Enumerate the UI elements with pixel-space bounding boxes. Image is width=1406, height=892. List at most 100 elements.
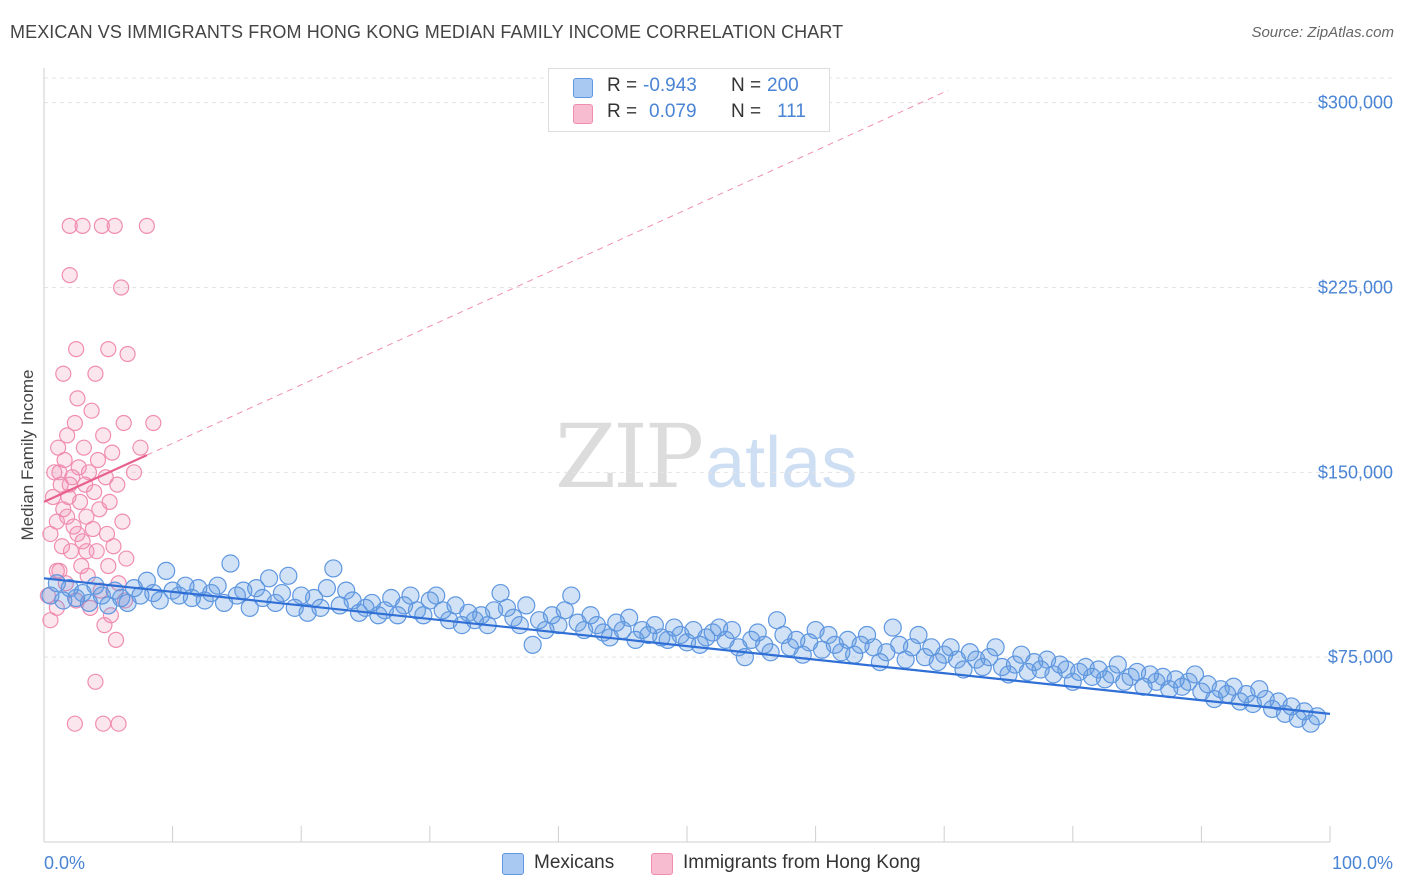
hongkong-point	[59, 427, 76, 444]
hongkong-point	[83, 402, 100, 419]
mexican-point	[761, 643, 780, 662]
mexican-point	[279, 566, 298, 585]
hongkong-point	[53, 538, 71, 555]
y-tick-label: $75,000	[1328, 647, 1393, 667]
hongkong-point	[84, 520, 101, 538]
hongkong-point	[95, 427, 112, 444]
legend-swatch-hongkong	[573, 104, 593, 124]
hongkong-point	[119, 345, 136, 363]
mexican-point	[150, 591, 169, 610]
hongkong-point	[145, 414, 162, 432]
hongkong-point	[86, 483, 103, 501]
hongkong-point	[100, 340, 117, 358]
mexican-point	[1108, 655, 1127, 674]
mexican-point	[928, 652, 947, 672]
series-swatch-mexicans	[502, 853, 524, 875]
hongkong-point	[132, 439, 149, 456]
series-swatch-hongkong	[651, 853, 673, 875]
hongkong-point	[125, 464, 143, 481]
mexican-point	[317, 579, 337, 598]
mexican-point	[665, 618, 684, 637]
correlation-legend: R = -0.943 N = 200 R = 0.079 N = 111	[548, 68, 830, 132]
mexican-point	[960, 643, 980, 662]
legend-r-value: -0.943	[643, 75, 697, 96]
hongkong-point	[52, 476, 69, 493]
hongkong-point	[96, 617, 113, 634]
hongkong-point	[65, 518, 82, 535]
hongkong-point	[55, 365, 72, 382]
y-tick-label: $225,000	[1318, 277, 1393, 297]
legend-r-value: 0.079	[649, 101, 697, 122]
legend-r-label: R =	[607, 101, 638, 122]
hongkong-point	[100, 557, 117, 575]
mexican-point	[722, 620, 742, 640]
hongkong-point	[106, 217, 123, 234]
mexican-point	[259, 569, 279, 588]
mexican-point	[690, 635, 709, 654]
hongkong-point	[75, 439, 92, 456]
x-tick-label: 100.0%	[1332, 853, 1393, 873]
mexican-point	[272, 583, 292, 603]
hongkong-point	[74, 217, 91, 234]
source-label: Source: ZipAtlas.com	[1251, 24, 1394, 41]
hongkong-point	[71, 493, 89, 510]
watermark-zip: ZIP	[555, 405, 704, 508]
hongkong-point	[80, 464, 98, 481]
hongkong-point	[93, 217, 110, 234]
hongkong-point	[95, 715, 112, 732]
mexican-point	[980, 648, 999, 667]
legend-n-value: 111	[777, 101, 806, 122]
chart-title: MEXICAN VS IMMIGRANTS FROM HONG KONG MED…	[10, 22, 844, 42]
mexican-point	[324, 559, 343, 578]
hongkong-point	[87, 365, 104, 382]
mexican-point	[221, 554, 240, 573]
hongkong-point	[73, 557, 90, 575]
mexican-point	[1185, 665, 1205, 684]
y-tick-label: $150,000	[1318, 462, 1393, 482]
hongkong-point	[89, 451, 107, 469]
watermark: ZIPatlas	[555, 405, 857, 508]
legend-n-label: N =	[731, 101, 762, 122]
mexican-point	[208, 576, 227, 595]
mexican-point	[510, 616, 529, 635]
hongkong-point	[59, 508, 76, 525]
hongkong-point	[87, 673, 104, 690]
mexican-point	[337, 581, 356, 600]
watermark-atlas: atlas	[705, 423, 858, 503]
hongkong-point	[101, 493, 118, 510]
series-legend: Mexicans Immigrants from Hong Kong	[0, 852, 1406, 878]
mexican-point	[909, 625, 928, 645]
legend-swatch-mexicans	[573, 78, 593, 98]
hongkong-point	[104, 444, 121, 461]
hongkong-point	[70, 459, 87, 476]
mexican-point	[581, 606, 600, 625]
mexican-point	[1179, 672, 1198, 691]
series-label-hongkong: Immigrants from Hong Kong	[683, 852, 921, 873]
hongkong-point	[61, 217, 78, 234]
mexican-point	[620, 608, 639, 627]
hongkong-point	[110, 715, 127, 732]
mexican-point	[986, 638, 1005, 657]
hongkong-point	[51, 464, 68, 481]
mexican-point	[504, 608, 523, 627]
series-label-mexicans: Mexicans	[534, 852, 615, 873]
y-tick-label: $300,000	[1318, 93, 1393, 113]
hongkong-point	[69, 525, 86, 543]
mexican-point	[157, 561, 176, 581]
mexican-point	[883, 618, 902, 637]
mexican-point	[973, 657, 992, 677]
hongkong-point	[61, 267, 78, 284]
hongkong-point	[138, 217, 155, 234]
hongkong-point	[66, 715, 83, 732]
hongkong-point	[69, 390, 86, 407]
hongkong-point	[78, 543, 95, 560]
hongkong-point	[42, 612, 59, 629]
mexican-point	[247, 579, 266, 598]
hongkong-point	[68, 340, 85, 358]
mexican-trend-line	[43, 577, 1331, 715]
hongkong-point	[109, 476, 126, 493]
mexican-point	[1250, 680, 1269, 699]
mexican-point	[517, 596, 536, 615]
legend-n-value: 200	[767, 75, 799, 96]
